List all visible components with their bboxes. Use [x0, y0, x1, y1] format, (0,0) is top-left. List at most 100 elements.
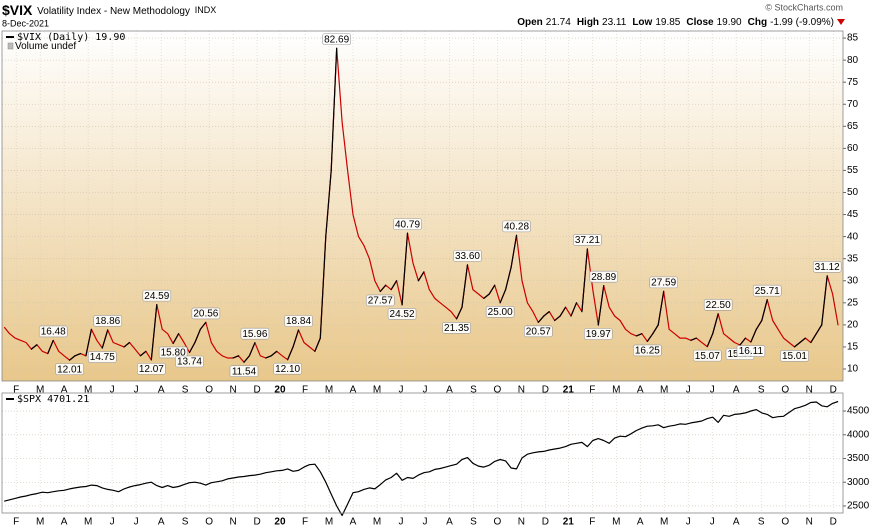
- value-label: 14.75: [90, 352, 115, 363]
- value-label-box: [692, 349, 722, 362]
- rising-segment: [652, 324, 659, 335]
- value-label-box: [229, 365, 259, 378]
- rising-segment: [799, 337, 806, 344]
- x-tick-label: F: [302, 385, 308, 396]
- x-tick-label: N: [806, 517, 813, 528]
- x-tick-label: M: [612, 517, 620, 528]
- rising-segment: [30, 344, 38, 350]
- x-tick-label: 20: [274, 385, 286, 396]
- x-tick-label: O: [494, 517, 502, 528]
- rising-segment: [537, 315, 545, 323]
- value-label: 15.01: [782, 351, 807, 362]
- rising-segment: [712, 313, 719, 335]
- x-tick-label: J: [686, 517, 691, 528]
- value-label: 21.35: [444, 323, 469, 334]
- rising-segment: [706, 333, 714, 348]
- value-label: 31.12: [815, 262, 840, 273]
- rising-segment: [194, 328, 201, 344]
- x-tick-label: A: [158, 385, 165, 396]
- rising-segment: [455, 306, 463, 320]
- value-label: 28.89: [591, 272, 616, 283]
- x-tick-label: S: [470, 385, 477, 396]
- x-tick-label: F: [589, 517, 595, 528]
- x-tick-label: S: [470, 517, 477, 528]
- legend-label: $VIX (Daily) 19.90: [17, 32, 125, 43]
- rising-segment: [810, 333, 817, 344]
- x-tick-label: M: [325, 517, 333, 528]
- rising-segment: [248, 342, 256, 357]
- rising-segment: [139, 350, 147, 357]
- value-label-box: [583, 328, 613, 340]
- value-label: 20.57: [526, 326, 551, 337]
- x-tick-label: A: [733, 385, 740, 396]
- rising-segment: [270, 350, 278, 357]
- rising-segment: [150, 304, 158, 361]
- x-tick-label: S: [182, 517, 189, 528]
- quote-label: Chg: [748, 17, 767, 28]
- x-tick-label: O: [494, 385, 502, 396]
- value-label-box: [158, 346, 188, 359]
- rising-segment: [199, 321, 207, 330]
- x-tick-label: F: [13, 385, 19, 396]
- down-arrow: [837, 19, 845, 25]
- quote-label: Close: [686, 17, 714, 28]
- value-label-box: [502, 220, 531, 233]
- value-label: 12.10: [275, 364, 300, 375]
- value-label-box: [485, 306, 515, 318]
- x-tick-label: J: [710, 517, 715, 528]
- x-tick-label: O: [205, 517, 213, 528]
- value-label: 24.59: [144, 291, 169, 302]
- rising-segment: [488, 284, 496, 295]
- legend-note: Volume undef: [15, 41, 76, 52]
- rising-segment: [543, 311, 550, 317]
- rising-segment: [461, 264, 469, 308]
- quote: Open 21.74 High 23.11 Low 19.85 Close 19.90 Chg -…: [517, 17, 834, 28]
- value-label: 12.07: [139, 364, 164, 375]
- rising-segment: [85, 328, 92, 357]
- rising-segment: [232, 355, 240, 359]
- y-tick-label: 85: [847, 33, 859, 44]
- value-label: 19.97: [586, 329, 611, 340]
- x-tick-label: 20: [274, 517, 286, 528]
- value-label: 22.50: [706, 300, 731, 311]
- value-label-box: [93, 315, 123, 327]
- x-tick-label: A: [158, 517, 165, 528]
- rising-segment: [499, 288, 507, 304]
- rising-segment: [554, 315, 561, 322]
- rising-segment: [761, 299, 768, 322]
- value-label-box: [649, 276, 678, 289]
- x-tick-label: J: [710, 385, 715, 396]
- x-tick-label: F: [589, 385, 595, 396]
- rising-segment: [401, 232, 409, 306]
- value-label: 82.69: [324, 34, 349, 45]
- value-label: 15.07: [695, 351, 720, 362]
- value-label: 27.59: [651, 278, 676, 289]
- value-label-box: [137, 363, 166, 375]
- y-tick-label: 10: [847, 364, 859, 375]
- value-label-box: [365, 294, 395, 307]
- quote-label: Low: [632, 17, 652, 28]
- symbol: $VIX: [2, 2, 33, 18]
- y-tick-label: 4500: [847, 406, 870, 417]
- x-tick-label: J: [134, 517, 139, 528]
- rising-segment: [74, 352, 82, 357]
- quote-label: High: [577, 17, 599, 28]
- x-tick-label: J: [110, 517, 115, 528]
- x-tick-label: 21: [563, 385, 575, 396]
- panel-background: [2, 393, 843, 513]
- x-tick-label: J: [398, 517, 403, 528]
- rising-segment: [417, 271, 425, 282]
- x-tick-label: M: [84, 385, 92, 396]
- y-tick-label: 30: [847, 275, 859, 286]
- rising-segment: [739, 337, 747, 346]
- rising-segment: [172, 333, 180, 345]
- legend-label: $SPX 4701.21: [17, 394, 89, 405]
- value-label-box: [573, 234, 602, 246]
- rising-segment: [379, 284, 387, 293]
- x-tick-label: O: [205, 385, 213, 396]
- x-tick-label: A: [446, 385, 453, 396]
- rising-segment: [597, 285, 605, 326]
- panel-frame: [1, 392, 844, 514]
- value-label-box: [55, 363, 84, 375]
- value-label-box: [736, 345, 766, 357]
